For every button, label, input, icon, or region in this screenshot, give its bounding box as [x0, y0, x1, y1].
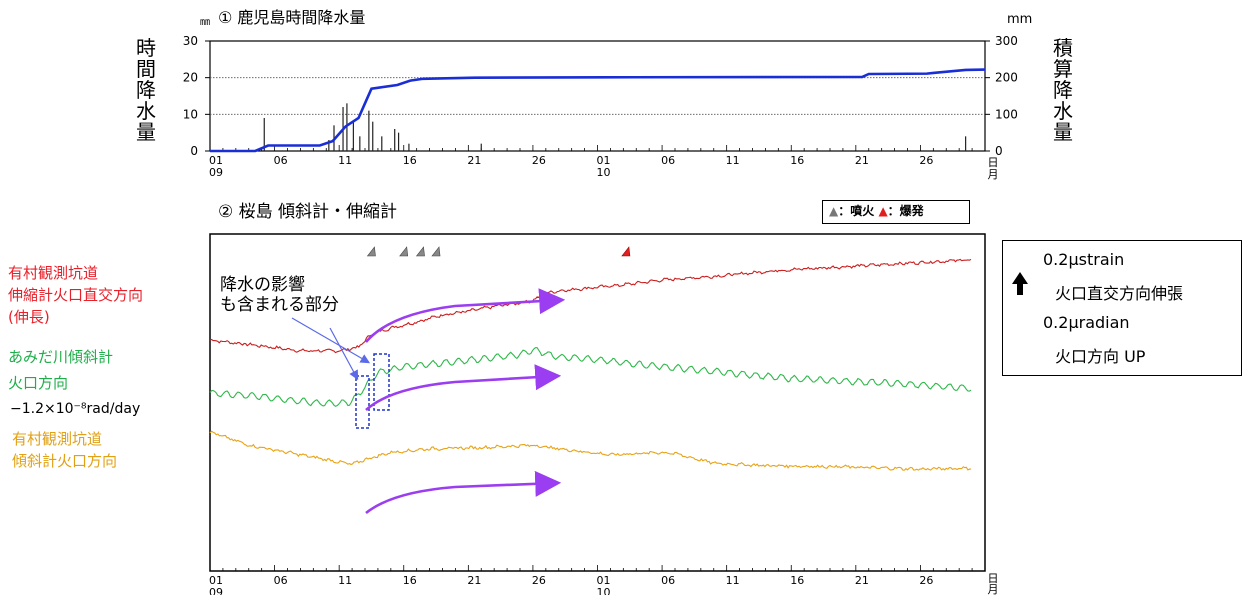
series-line-red — [209, 258, 972, 354]
tilt-x-tick-label: 26 — [919, 574, 933, 587]
rain-x-tick-label: 06 — [274, 154, 288, 167]
rain-right-tick-label: 0 — [995, 144, 1003, 158]
scale-radian-desc: 火口方向 UP — [1055, 347, 1146, 366]
explosion-marker — [621, 246, 631, 257]
rain-unit-day: 日 — [988, 156, 999, 169]
tilt-x-tick-label: 01 — [597, 574, 611, 587]
scale-legend: 0.2μstrain 火口直交方向伸張 0.2μradian 火口方向 UP — [1002, 240, 1242, 376]
legend-orange-series: 有村観測坑道 傾斜計火口方向 — [12, 430, 118, 470]
tilt-x-tick-label: 16 — [403, 574, 417, 587]
rain-x-tick-label: 01 — [209, 154, 223, 167]
tilt-month-label-09: 09 — [209, 586, 223, 595]
up-arrow-icon — [1012, 272, 1028, 295]
rain-influence-annotation: 降水の影響 も含まれる部分 — [220, 275, 339, 315]
rain-x-tick-label: 26 — [919, 154, 933, 167]
scale-radian-value: 0.2μradian — [1043, 313, 1130, 332]
rain-right-tick-label: 300 — [995, 34, 1018, 48]
rain-unit-month: 月 — [988, 168, 999, 181]
eruption-legend: ▲：噴火 ▲：爆発 — [822, 200, 970, 224]
rain-right-unit: mm — [1007, 12, 1033, 27]
rain-x-tick-label: 16 — [403, 154, 417, 167]
rain-right-axis-title: 積算降水量 — [1053, 36, 1073, 144]
series-line-green — [209, 347, 972, 407]
tilt-unit-day: 日 — [988, 572, 999, 585]
rain-left-tick-label: 10 — [183, 107, 198, 121]
rain-panel-title: ① 鹿児島時間降水量 — [218, 8, 366, 27]
rain-x-tick-label: 11 — [726, 154, 740, 167]
eruption-marker — [415, 246, 425, 257]
tilt-panel-title: ② 桜島 傾斜計・伸縮計 — [218, 202, 398, 222]
rain-left-tick-label: 30 — [183, 34, 198, 48]
rain-month-label-09: 09 — [209, 166, 223, 179]
rain-month-label-10: 10 — [597, 166, 611, 179]
annotation-arrow-1 — [291, 317, 371, 364]
legend-red-series: 有村観測坑道 伸縮計火口直交方向 (伸長) — [8, 264, 144, 326]
rain-x-tick-label: 21 — [467, 154, 481, 167]
trend-arrow-2 — [365, 364, 562, 411]
tilt-x-tick-label: 11 — [726, 574, 740, 587]
explosion-legend-label: ：爆発 — [887, 204, 924, 218]
trend-note: −1.2×10⁻⁸rad/day — [10, 401, 141, 417]
tilt-x-tick-label: 16 — [790, 574, 804, 587]
tilt-month-label-10: 10 — [597, 586, 611, 595]
tilt-x-tick-label: 06 — [661, 574, 675, 587]
eruption-marker — [366, 246, 376, 257]
rain-x-tick-label: 01 — [597, 154, 611, 167]
series-line-orange — [209, 430, 971, 471]
tilt-x-tick-label: 01 — [209, 574, 223, 587]
tilt-panel: 01 06 11 16 21 26 01 06 11 16 21 26 09 10 日月 — [209, 233, 999, 595]
eruption-legend-label: ：噴火 — [838, 204, 875, 218]
trend-arrow-3 — [365, 470, 562, 515]
tilt-unit-month: 月 — [988, 583, 999, 595]
tilt-x-tick-label: 21 — [855, 574, 869, 587]
tilt-x-tick-label: 11 — [338, 574, 352, 587]
tilt-x-tick-label: 26 — [532, 574, 546, 587]
rain-right-tick-label: 100 — [995, 107, 1018, 121]
eruption-icon: ▲ — [829, 204, 839, 218]
rain-left-tick-label: 0 — [190, 144, 198, 158]
scale-strain-value: 0.2μstrain — [1043, 250, 1125, 269]
rain-x-tick-label: 11 — [338, 154, 352, 167]
rain-right-tick-label: 200 — [995, 71, 1018, 85]
dashed-box-left — [355, 375, 370, 429]
rain-x-tick-label: 26 — [532, 154, 546, 167]
rain-plot-frame — [209, 40, 986, 152]
rain-left-axis-title: 時間降水量 — [136, 36, 156, 144]
rain-x-tick-label: 21 — [855, 154, 869, 167]
explosion-icon: ▲ — [878, 204, 888, 218]
rain-left-tick-label: 20 — [183, 71, 198, 85]
legend-green-series: あみだ川傾斜計 火口方向 — [8, 348, 114, 392]
trend-arrow-1 — [365, 288, 566, 343]
tilt-x-tick-label: 06 — [274, 574, 288, 587]
rain-x-tick-label: 16 — [790, 154, 804, 167]
rain-left-unit: ㎜ — [200, 17, 210, 28]
eruption-marker — [399, 246, 409, 257]
rain-x-tick-label: 06 — [661, 154, 675, 167]
eruption-marker — [431, 246, 441, 257]
dashed-box-right — [373, 353, 390, 411]
tilt-x-tick-label: 21 — [467, 574, 481, 587]
scale-strain-desc: 火口直交方向伸張 — [1055, 284, 1184, 303]
cumulative-rain-line — [210, 68, 986, 153]
annotation-arrow-2 — [329, 327, 359, 381]
